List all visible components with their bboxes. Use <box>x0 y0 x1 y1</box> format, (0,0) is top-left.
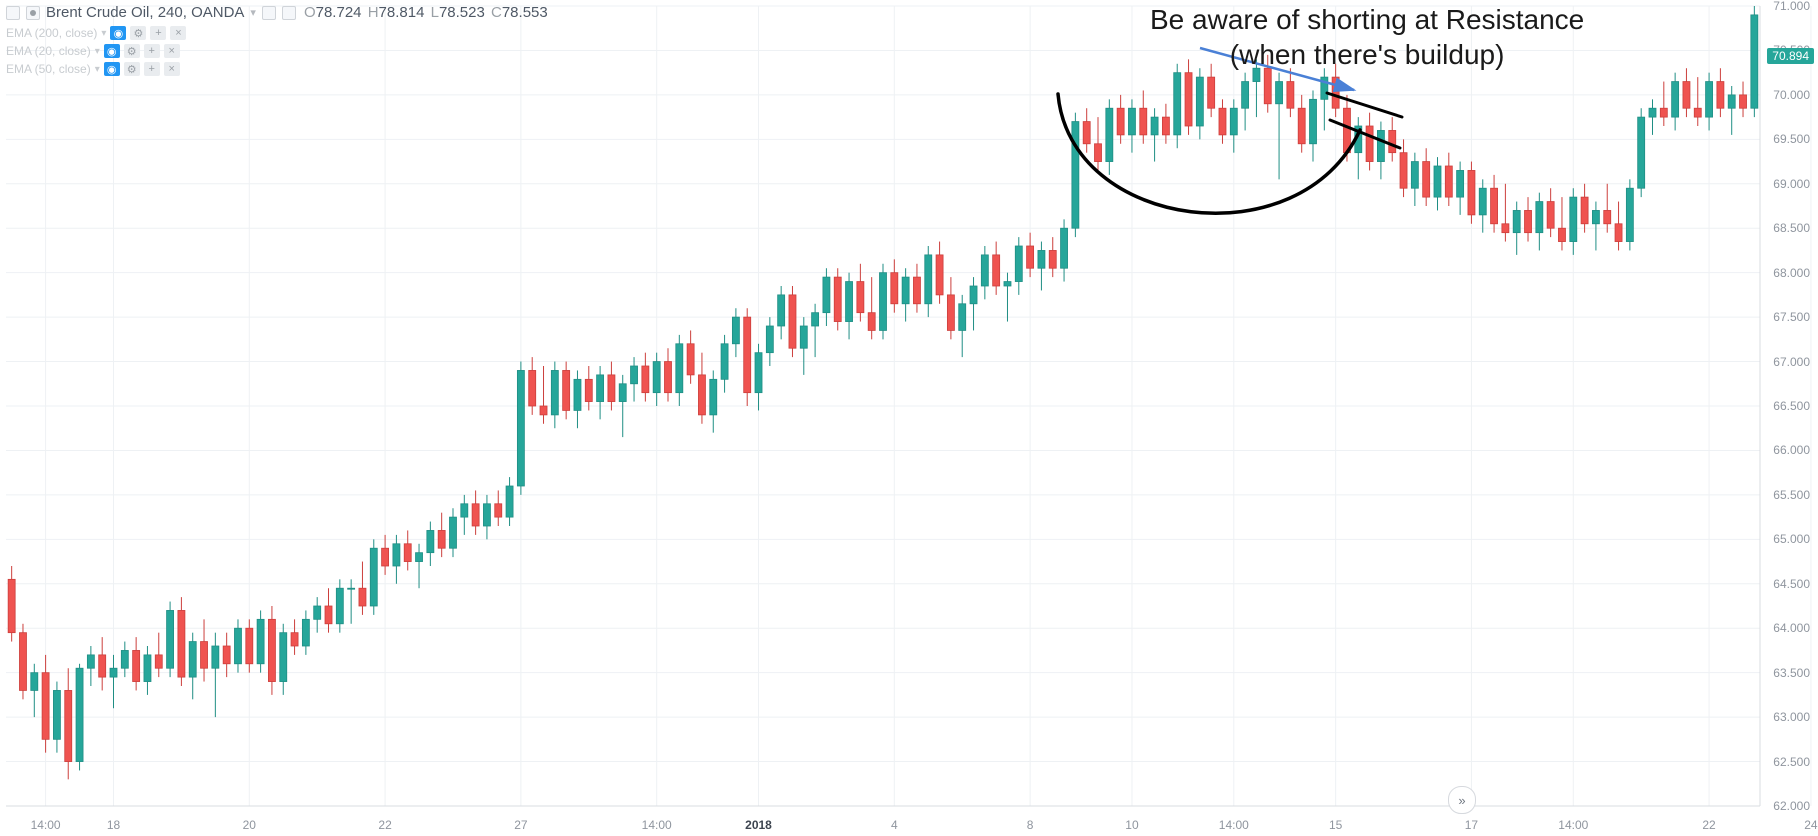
annotation-text: Be aware of shorting at Resistance (when… <box>1150 2 1584 72</box>
chart-container: Brent Crude Oil, 240, OANDA ▾ O78.724 H7… <box>0 0 1818 836</box>
annotation-line1: Be aware of shorting at Resistance <box>1150 2 1584 37</box>
annotation-line2: (when there's buildup) <box>1150 37 1584 72</box>
annotation-layer <box>0 0 1818 836</box>
last-price-badge: 70.894 <box>1767 48 1814 64</box>
scroll-right-button[interactable]: » <box>1448 786 1476 814</box>
